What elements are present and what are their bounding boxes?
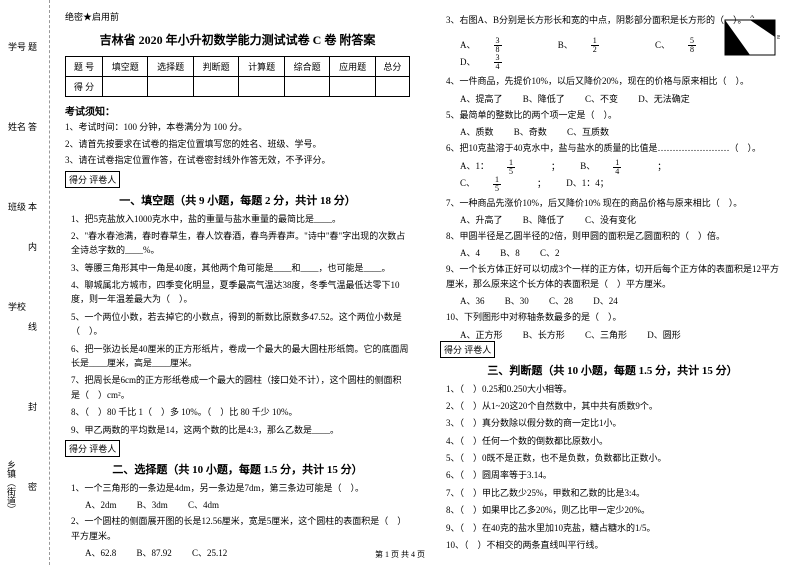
- judge-q1: 1、（ ）0.25和0.250大小相等。: [446, 382, 785, 396]
- q9-opts: A、36 B、30 C、28 D、24: [460, 294, 785, 307]
- judge-q3: 3、（ ）真分数除以假分数的商一定比1小。: [446, 416, 785, 430]
- notice-1: 1、考试时间：100 分钟，本卷满分为 100 分。: [65, 121, 410, 135]
- exam-page: 学号 题 姓名 答 班级 本 内 学校 线 封 乡镇（街道） 密 绝密★启用前 …: [0, 0, 800, 565]
- th: 计算题: [239, 57, 284, 77]
- th: 应用题: [330, 57, 375, 77]
- fill-q6: 6、把一张边长是40厘米的正方形纸片，卷成一个最大的最大圆柱形纸筒。它的底面周长…: [71, 342, 410, 371]
- td: 得 分: [66, 77, 103, 97]
- section-1-title: 一、填空题（共 9 小题，每题 2 分，共计 18 分）: [65, 192, 410, 208]
- choice-q9: 9、一个长方体正好可以切成3个一样的正方体，切开后每个正方体的表面积是12平方厘…: [446, 262, 785, 291]
- q5-opts: A、质数 B、奇数 C、互质数: [460, 125, 785, 138]
- notice-head: 考试须知：: [65, 103, 410, 118]
- fill-q2: 2、"春水春池满，春时春草生，春人饮春酒，春鸟弄春声。"诗中"春"字出现的次数占…: [71, 229, 410, 258]
- notice-3: 3、请在试卷指定位置作答，在试卷密封线外作答无效，不予评分。: [65, 154, 410, 168]
- seal-a: 题: [28, 40, 37, 53]
- scorer-box-3: 得分 评卷人: [440, 341, 785, 358]
- td: [102, 77, 147, 97]
- fill-q7: 7、把周长是6cm的正方形纸卷成一个最大的圆柱（接口处不计），这个圆柱的侧面积是…: [71, 373, 410, 402]
- fill-q9: 9、甲乙两数的平均数是14，这两个数的比是4:3，那么乙数是____。: [71, 423, 410, 437]
- th: 判断题: [193, 57, 238, 77]
- binding-column: 学号 题 姓名 答 班级 本 内 学校 线 封 乡镇（街道） 密: [0, 0, 50, 565]
- q4-opts: A、提高了 B、降低了 C、不变 D、无法确定: [460, 92, 785, 105]
- fill-q1: 1、把5克盐放入1000克水中，盐的重量与盐水重量的最简比是____。: [71, 212, 410, 226]
- judge-q5: 5、（ ）0既不是正数，也不是负数，负数都比正数小。: [446, 451, 785, 465]
- seal-f: 密: [28, 480, 37, 493]
- label-id: 学号: [8, 40, 26, 53]
- page-footer: 第 1 页 共 4 页: [0, 549, 800, 560]
- choice-q10: 10、下列图形中对称轴条数最多的是（ ）。: [446, 310, 785, 324]
- notice-2: 2、请首先按要求在试卷的指定位置填写您的姓名、班级、学号。: [65, 138, 410, 152]
- choice-q1: 1、一个三角形的一条边是4dm，另一条边是7dm，第三条边可能是（ ）。: [71, 481, 410, 495]
- judge-q8: 8、（ ）如果甲比乙多20%，则乙比甲一定少20%。: [446, 503, 785, 517]
- score-table: 题 号 填空题 选择题 判断题 计算题 综合题 应用题 总分 得 分: [65, 56, 410, 97]
- content-area: 绝密★启用前 吉林省 2020 年小升初数学能力测试试卷 C 卷 附答案 题 号…: [50, 0, 800, 565]
- judge-q4: 4、（ ）任何一个数的倒数都比原数小。: [446, 434, 785, 448]
- choice-q7: 7、一种商品先涨价10%，后又降价10% 现在的商品价格与原来相比（ ）。: [446, 196, 785, 210]
- right-column: 3、右图A、B分别是长方形长和宽的中点，阴影部分面积是长方形的（ ）。 A B …: [425, 0, 800, 565]
- label-school: 学校: [8, 300, 26, 313]
- choice-q5: 5、最简单的整数比的两个项一定是（ ）。: [446, 108, 785, 122]
- choice-q4: 4、一件商品，先提价10%，以后又降价20%，现在的价格与原来相比（ ）。: [446, 74, 785, 88]
- judge-q6: 6、（ ）圆周率等于3.14。: [446, 468, 785, 482]
- th: 总分: [375, 57, 409, 77]
- th: 题 号: [66, 57, 103, 77]
- fill-q5: 5、一个两位小数，若去掉它的小数点，得到的新数比原数多47.52。这个两位小数是…: [71, 310, 410, 339]
- judge-q9: 9、（ ）在40克的盐水里加10克盐，糖占糖水的1/5。: [446, 521, 785, 535]
- choice-q2: 2、一个圆柱的侧面展开图的长是12.56厘米，宽是5厘米，这个圆柱的表面积是（ …: [71, 514, 410, 543]
- fill-q3: 3、等腰三角形其中一角是40度，其他两个角可能是____和____，也可能是__…: [71, 261, 410, 275]
- choice-q6: 6、把10克盐溶于40克水中，盐与盐水的质量的比值是……………………（ ）。: [446, 141, 785, 155]
- q1-opts: A、2dm B、3dm C、4dm: [85, 498, 410, 511]
- table-row: 得 分: [66, 77, 410, 97]
- th: 选择题: [148, 57, 193, 77]
- section-3-title: 三、判断题（共 10 小题，每题 1.5 分，共计 15 分）: [440, 362, 785, 378]
- seal-g: 本: [28, 200, 37, 213]
- scorer-box-2: 得分 评卷人: [65, 440, 410, 457]
- fill-q4: 4、聊城属北方城市，四季变化明显，夏季最高气温达38度，冬季气温最低达零下10度…: [71, 278, 410, 307]
- q8-opts: A、4 B、8 C、2: [460, 246, 785, 259]
- svg-text:A: A: [750, 15, 755, 20]
- q7-opts: A、升高了 B、降低了 C、没有变化: [460, 213, 785, 226]
- fill-q8: 8、（ ）80 千比 1（ ）多 10%。（ ）比 80 千少 10%。: [71, 405, 410, 419]
- judge-q7: 7、（ ）甲比乙数少25%，甲数和乙数的比是3:4。: [446, 486, 785, 500]
- q10-opts: A、正方形 B、长方形 C、三角形 D、圆形: [460, 328, 785, 341]
- seal-d: 线: [28, 320, 37, 333]
- label-name: 姓名: [8, 120, 26, 133]
- seal-e: 封: [28, 400, 37, 413]
- label-town: 乡镇（街道）: [5, 460, 18, 514]
- left-column: 绝密★启用前 吉林省 2020 年小升初数学能力测试试卷 C 卷 附答案 题 号…: [50, 0, 425, 565]
- th: 填空题: [102, 57, 147, 77]
- seal-c: 内: [28, 240, 37, 253]
- paper-title: 吉林省 2020 年小升初数学能力测试试卷 C 卷 附答案: [65, 31, 410, 48]
- rectangle-diagram-icon: A B: [720, 15, 780, 60]
- th: 综合题: [284, 57, 329, 77]
- choice-q8: 8、甲圆半径是乙圆半径的2倍，则甲圆的面积是乙圆面积的（ ）倍。: [446, 229, 785, 243]
- judge-q2: 2、（ ）从1~20这20个自然数中，其中共有质数9个。: [446, 399, 785, 413]
- secret-label: 绝密★启用前: [65, 10, 410, 23]
- label-class: 班级: [8, 200, 26, 213]
- svg-text:B: B: [777, 35, 780, 41]
- table-row: 题 号 填空题 选择题 判断题 计算题 综合题 应用题 总分: [66, 57, 410, 77]
- q6-opts: A、1：15； B、14； C、15； D、1：4；: [460, 159, 785, 193]
- section-2-title: 二、选择题（共 10 小题，每题 1.5 分，共计 15 分）: [65, 461, 410, 477]
- scorer-box: 得分 评卷人: [65, 171, 410, 188]
- seal-b: 答: [28, 120, 37, 133]
